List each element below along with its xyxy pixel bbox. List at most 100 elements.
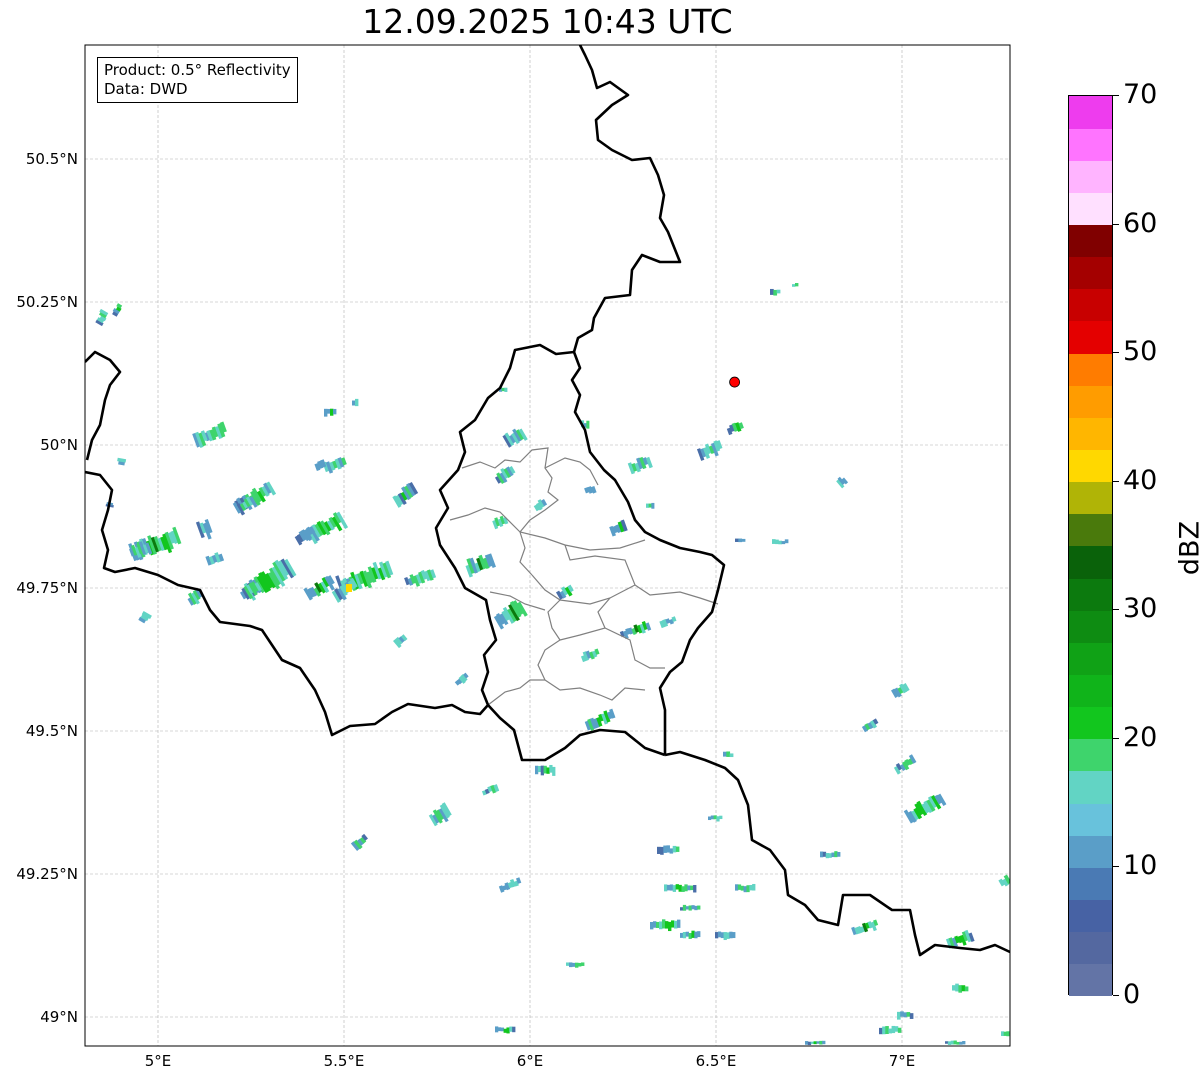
echo-cell xyxy=(770,288,781,296)
echo-cell xyxy=(696,440,723,461)
echo-pixel xyxy=(309,526,316,534)
echo-cell xyxy=(657,845,680,855)
lat-tick-label: 49.25°N xyxy=(16,865,78,883)
gridlines xyxy=(85,45,1010,1046)
echo-pixel xyxy=(888,1028,892,1034)
echo-pixel xyxy=(160,536,168,551)
echo-cell xyxy=(322,457,347,474)
echo-pixel xyxy=(687,885,691,891)
data-source-label: Data: DWD xyxy=(104,80,188,98)
echo-pixel xyxy=(330,408,334,416)
echo-pixel xyxy=(505,466,514,477)
echo-pixel xyxy=(746,885,750,893)
echo-pixel xyxy=(340,457,347,466)
echo-pixel xyxy=(660,846,664,855)
echo-pixel xyxy=(198,432,207,447)
echo-pixel xyxy=(666,845,670,853)
echo-pixel xyxy=(726,751,731,757)
echo-pixel xyxy=(517,601,528,617)
echo-pixel xyxy=(357,838,364,846)
echo-pixel xyxy=(256,575,269,594)
echo-pixel xyxy=(96,317,105,324)
echo-pixel xyxy=(509,1026,513,1032)
echo-pixel xyxy=(117,457,127,463)
echo-cell xyxy=(664,884,697,893)
echo-pixel xyxy=(236,503,244,512)
echo-pixel xyxy=(493,784,500,793)
colorbar-tick xyxy=(1113,480,1119,482)
echo-pixel xyxy=(729,931,733,939)
echo-pixel xyxy=(879,1027,883,1035)
echo-pixel xyxy=(284,558,297,577)
echo-pixel xyxy=(586,420,590,429)
echo-pixel xyxy=(494,517,501,527)
echo-pixel xyxy=(537,765,542,773)
echo-pixel xyxy=(515,877,522,884)
echo-pixel xyxy=(693,884,697,893)
echo-pixel xyxy=(506,1027,510,1034)
echo-cell xyxy=(495,1026,516,1034)
echo-pixel xyxy=(332,460,338,469)
echo-pixel xyxy=(499,613,509,626)
echo-pixel xyxy=(324,408,328,417)
echo-pixel xyxy=(307,587,315,598)
echo-pixel xyxy=(508,465,516,474)
echo-pixel xyxy=(585,650,592,659)
echo-pixel xyxy=(478,554,487,570)
lon-tick-label: 5.5°E xyxy=(324,1052,365,1070)
colorbar-segment xyxy=(1069,513,1112,547)
echo-pixel xyxy=(899,683,907,694)
echo-pixel xyxy=(323,521,332,532)
lon-tick-label: 5°E xyxy=(145,1052,172,1070)
echo-pixel xyxy=(497,518,504,527)
echo-cell xyxy=(584,485,597,494)
echo-cell xyxy=(680,904,701,911)
echo-pixel xyxy=(217,423,226,438)
echo-pixel xyxy=(620,519,628,532)
echo-pixel xyxy=(907,758,914,766)
echo-pixel xyxy=(508,603,520,622)
echo-pixel xyxy=(923,800,933,814)
colorbar-segment xyxy=(1069,224,1112,258)
echo-pixel xyxy=(622,630,629,640)
echo-pixel xyxy=(501,610,510,622)
echo-pixel xyxy=(147,535,157,555)
echo-pixel xyxy=(615,524,622,533)
echo-pixel xyxy=(438,808,449,823)
echo-pixel xyxy=(1003,1031,1007,1036)
echo-cell xyxy=(891,683,910,698)
echo-pixel xyxy=(962,1041,966,1045)
echo-pixel xyxy=(350,571,360,590)
echo-pixel xyxy=(773,289,778,296)
echo-pixel xyxy=(956,1041,960,1045)
echo-pixel xyxy=(320,459,327,468)
echo-pixel xyxy=(469,557,479,574)
echo-cell xyxy=(851,919,879,936)
echo-pixel xyxy=(509,601,522,618)
echo-cell xyxy=(708,815,723,822)
echo-pixel xyxy=(645,622,652,631)
echo-pixel xyxy=(723,932,727,941)
echo-pixel xyxy=(162,533,173,554)
echo-pixel xyxy=(810,1041,814,1044)
echo-pixel xyxy=(770,288,774,295)
lat-tick-label: 50.25°N xyxy=(16,293,78,311)
echo-pixel xyxy=(191,592,200,605)
echo-cell xyxy=(502,428,528,448)
echo-pixel xyxy=(589,651,595,660)
echo-pixel xyxy=(219,421,227,433)
echo-pixel xyxy=(566,962,570,966)
echo-pixel xyxy=(204,519,213,534)
echo-pixel xyxy=(353,839,363,850)
colorbar-tick-label: 10 xyxy=(1123,850,1158,882)
lat-tick-label: 49.5°N xyxy=(26,722,78,740)
echo-pixel xyxy=(157,537,166,552)
echo-pixel xyxy=(909,1013,914,1019)
echo-pixel xyxy=(696,448,705,461)
echo-pixel xyxy=(172,526,182,545)
colorbar-tick-label: 70 xyxy=(1123,79,1158,110)
plot-frame xyxy=(84,44,1011,1047)
echo-pixel xyxy=(500,467,509,479)
echo-cell xyxy=(952,983,969,993)
colorbar-tick xyxy=(1113,737,1119,739)
